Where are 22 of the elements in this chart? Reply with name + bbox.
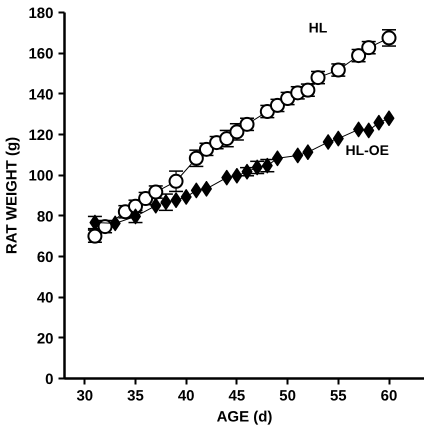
y-axis-title: RAT WEIGHT (g) [3, 136, 20, 254]
text: HL [308, 20, 328, 36]
x-tick-label: 45 [228, 388, 246, 404]
y-tick-label: 80 [36, 208, 54, 226]
point [168, 174, 184, 189]
x-axis-title: AGE (d) [216, 408, 272, 426]
x-tick-label: 30 [76, 388, 94, 404]
y-tick-label: 0 [45, 371, 54, 388]
y-tick-label: 120 [28, 127, 54, 144]
y-tick-label: 40 [36, 290, 54, 307]
y-tick-label: 140 [28, 86, 54, 104]
x-tick-label: 50 [279, 388, 296, 404]
x-tick-label: 35 [127, 388, 144, 404]
series-label: HL-OE [345, 142, 390, 158]
x-tick-label: 55 [330, 388, 347, 404]
y-tick-label: 160 [28, 46, 54, 63]
y-tick-label: 100 [28, 168, 54, 185]
y-tick-label: 180 [28, 5, 54, 22]
y-tick-label: 60 [36, 249, 54, 266]
y-tick-label: 20 [36, 330, 54, 348]
x-tick-label: 60 [380, 388, 398, 404]
x-tick-label: 40 [178, 388, 195, 404]
